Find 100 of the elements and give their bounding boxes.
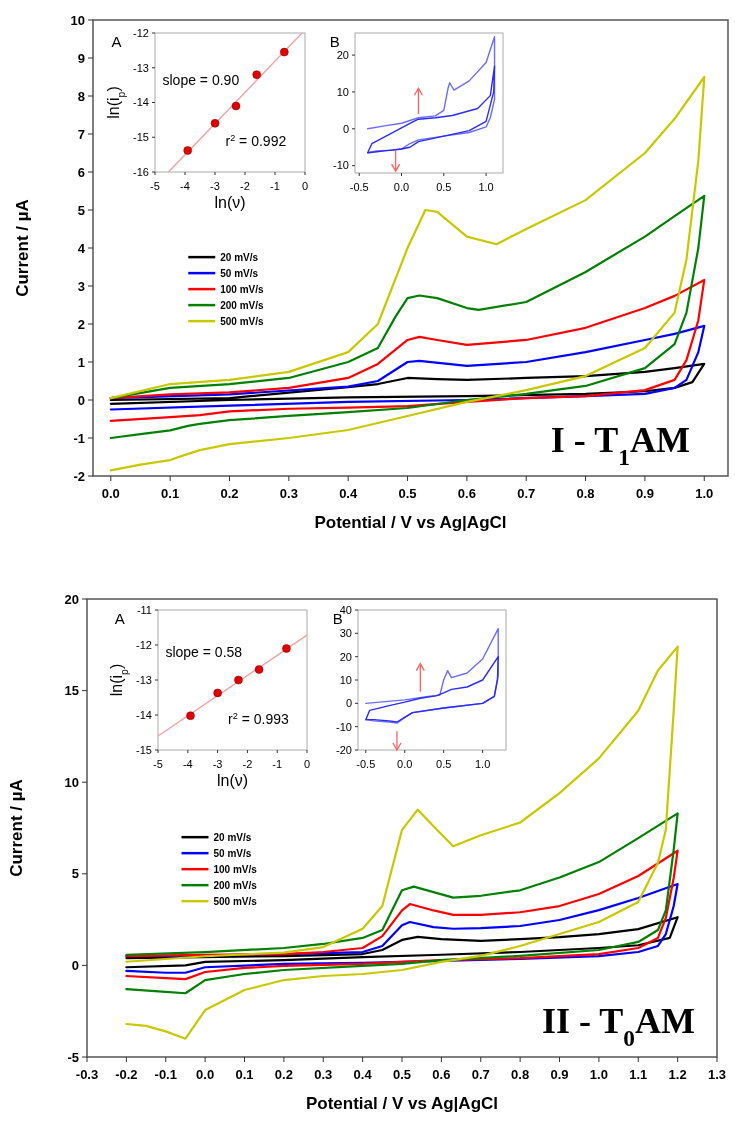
y-tick-label: -10 bbox=[336, 720, 352, 733]
x-tick-label: 0.4 bbox=[353, 1067, 373, 1082]
point bbox=[183, 146, 192, 155]
y-tick-label: 7 bbox=[77, 126, 85, 142]
x-tick-label: 0 bbox=[303, 758, 311, 770]
y-tick-label: 8 bbox=[77, 88, 85, 104]
legend-label: 20 mV/s bbox=[213, 831, 252, 843]
x-tick-label: 1.1 bbox=[629, 1067, 648, 1082]
x-tick-label: -0.5 bbox=[356, 758, 376, 770]
y-tick-label: 10 bbox=[339, 673, 352, 686]
legend-label: 50 mV/s bbox=[220, 267, 259, 279]
x-tick-label: -0.1 bbox=[154, 1067, 177, 1082]
x-tick-label: 0.7 bbox=[517, 486, 536, 501]
x-tick-label: -4 bbox=[180, 180, 190, 192]
y-tick-label: -11 bbox=[136, 603, 152, 616]
x-tick-label: 1.2 bbox=[668, 1067, 687, 1082]
y-tick-label: -15 bbox=[136, 743, 152, 756]
x-tick-label: 1.0 bbox=[478, 181, 494, 193]
x-tick-label: 0.5 bbox=[398, 486, 417, 501]
x-tick-label: 0.5 bbox=[392, 1067, 412, 1082]
point bbox=[234, 675, 243, 685]
x-tick-label: 0.0 bbox=[393, 181, 410, 193]
y-tick-label: 2 bbox=[77, 316, 85, 332]
legend-label: 100 mV/s bbox=[213, 863, 258, 875]
y-tick-label: -2 bbox=[73, 468, 85, 484]
legend-label: 200 mV/s bbox=[220, 299, 265, 311]
y-tick-label: 15 bbox=[64, 683, 79, 699]
x-tick-label: -5 bbox=[153, 758, 163, 770]
x-tick-label: 0 bbox=[301, 180, 309, 192]
line-series bbox=[365, 655, 499, 723]
line-series bbox=[366, 35, 496, 154]
legend-label: 500 mV/s bbox=[220, 315, 265, 327]
line-series bbox=[109, 278, 706, 422]
x-tick-label: -0.3 bbox=[75, 1067, 99, 1082]
annotation: slope = 0.58 bbox=[165, 643, 243, 660]
line-series bbox=[109, 75, 706, 472]
x-tick-label: 0.5 bbox=[436, 758, 452, 770]
annotation: A bbox=[114, 609, 125, 627]
y-tick-label: -15 bbox=[133, 131, 149, 144]
line-series bbox=[109, 324, 706, 411]
x-tick-label: -3 bbox=[212, 758, 223, 770]
line-series bbox=[125, 812, 679, 995]
y-tick-label: 6 bbox=[77, 164, 85, 180]
x-tick-label: 0.6 bbox=[432, 1067, 451, 1082]
point bbox=[282, 644, 291, 653]
x-tick-label: 0.8 bbox=[576, 486, 595, 501]
x-axis-title: Potential / V vs Ag|AgCl bbox=[305, 1094, 499, 1113]
x-tick-label: -2 bbox=[240, 180, 250, 192]
line-series bbox=[125, 916, 679, 969]
x-axis-title: ln(ν) bbox=[214, 194, 246, 211]
legend-label: 20 mV/s bbox=[220, 251, 259, 263]
y-tick-label: 20 bbox=[339, 650, 352, 663]
legend-label: 500 mV/s bbox=[213, 895, 258, 907]
point bbox=[213, 688, 222, 698]
y-axis-title: Current / µA bbox=[13, 199, 32, 297]
y-tick-label: -13 bbox=[136, 673, 152, 686]
x-tick-label: -4 bbox=[182, 758, 193, 770]
legend-label: 100 mV/s bbox=[220, 283, 265, 295]
y-tick-label: 20 bbox=[336, 48, 349, 61]
point bbox=[186, 711, 195, 720]
y-tick-label: -20 bbox=[336, 743, 352, 756]
y-tick-label: -1 bbox=[73, 430, 85, 446]
y-tick-label: 10 bbox=[336, 85, 349, 98]
y-tick-label: -14 bbox=[133, 96, 149, 109]
y-tick-label: -13 bbox=[133, 61, 149, 74]
y-tick-label: 0 bbox=[71, 957, 79, 973]
x-tick-label: -0.5 bbox=[349, 181, 369, 193]
y-tick-label: -12 bbox=[133, 26, 149, 39]
annotation: B bbox=[329, 32, 340, 50]
line-series bbox=[125, 849, 679, 981]
y-tick-label: 0 bbox=[342, 122, 349, 135]
x-tick-label: 0.0 bbox=[397, 758, 413, 770]
y-tick-label: 0 bbox=[345, 697, 352, 710]
y-tick-label: 4 bbox=[77, 240, 86, 256]
x-tick-label: -1 bbox=[272, 758, 283, 770]
x-tick-label: -2 bbox=[242, 758, 253, 770]
y-tick-label: 20 bbox=[64, 591, 79, 607]
line-series bbox=[366, 65, 496, 154]
line-series bbox=[109, 362, 706, 405]
x-tick-label: 0.0 bbox=[101, 486, 120, 501]
x-tick-label: -5 bbox=[150, 180, 160, 192]
x-tick-label: 0.9 bbox=[550, 1067, 569, 1082]
x-tick-label: 0.1 bbox=[235, 1067, 254, 1082]
y-tick-label: 0 bbox=[77, 392, 85, 408]
y-tick-label: 5 bbox=[77, 202, 85, 218]
x-tick-label: 1.3 bbox=[707, 1067, 727, 1082]
legend-label: 50 mV/s bbox=[213, 847, 252, 859]
x-tick-label: 0.5 bbox=[436, 181, 452, 193]
annotation: r$^{2}$ = 0.992 bbox=[225, 133, 287, 150]
x-tick-label: -1 bbox=[270, 180, 280, 192]
x-tick-label: 0.9 bbox=[635, 486, 654, 501]
y-axis-title: Current / µA bbox=[7, 779, 26, 877]
y-tick-label: -12 bbox=[136, 638, 152, 651]
y-tick-label: 3 bbox=[77, 278, 85, 294]
y-tick-label: 9 bbox=[77, 50, 85, 66]
x-tick-label: 0.2 bbox=[274, 1067, 293, 1082]
x-tick-label: 0.3 bbox=[314, 1067, 333, 1082]
y-tick-label: -14 bbox=[136, 708, 152, 721]
x-tick-label: 0.7 bbox=[471, 1067, 490, 1082]
y-tick-label: -16 bbox=[133, 165, 149, 178]
